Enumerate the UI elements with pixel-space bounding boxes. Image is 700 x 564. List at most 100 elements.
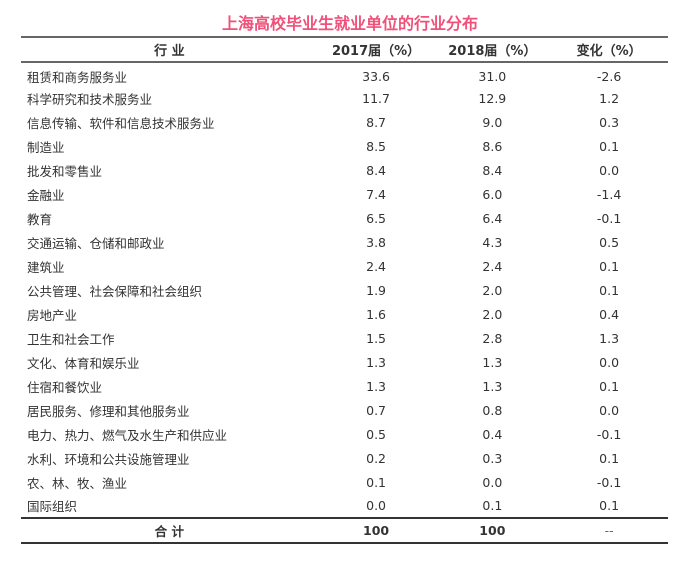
value-2017: 0.1 [366,474,387,490]
change-value: 0.0 [599,162,620,178]
table-row: 卫生和社会工作 1.5 2.8 1.3 [21,326,668,350]
total-2018: 100 [479,523,506,538]
industry-cell: 租赁和商务服务业 [27,69,128,85]
value-2018: 0.4 [482,426,503,442]
value-2018: 2.0 [482,306,503,322]
value-2018: 8.6 [482,138,503,154]
value-2018: 31.0 [478,68,507,84]
change-value: -1.4 [596,186,622,202]
change-value: 0.1 [599,138,620,154]
header-change: 变化（%） [576,44,642,59]
change-value: 0.0 [599,354,620,370]
table-title: 上海高校毕业生就业单位的行业分布 [221,14,478,33]
table-row: 电力、热力、燃气及水生产和供应业 0.5 0.4 -0.1 [21,422,668,446]
table-row: 公共管理、社会保障和社会组织 1.9 2.0 0.1 [21,278,668,302]
table-row: 文化、体育和娱乐业 1.3 1.3 0.0 [21,350,668,374]
change-value: 0.1 [599,258,620,274]
industry-distribution-table: 行 业 2017届（%） 2018届（%） 变化（%） 租赁和商务服务业 33.6… [21,36,668,544]
value-2018: 9.0 [482,114,503,130]
change-value: 0.1 [599,450,620,466]
value-2018: 2.8 [482,330,503,346]
industry-cell: 国际组织 [27,499,78,514]
industry-cell: 批发和零售业 [27,163,103,179]
value-2017: 0.5 [366,426,387,442]
total-label: 合 计 [154,524,185,539]
industry-cell: 科学研究和技术服务业 [27,91,153,107]
value-2017: 6.5 [366,210,387,226]
change-value: 0.1 [599,378,620,394]
value-2018: 1.3 [482,378,503,394]
table-row: 国际组织 0.0 0.1 0.1 [21,494,668,518]
industry-cell: 制造业 [27,139,65,155]
table-row: 房地产业 1.6 2.0 0.4 [21,302,668,326]
table-row: 教育 6.5 6.4 -0.1 [21,206,668,230]
table-row: 批发和零售业 8.4 8.4 0.0 [21,158,668,182]
change-value: 0.4 [599,306,620,322]
industry-cell: 卫生和社会工作 [27,331,115,347]
value-2017: 7.4 [366,186,387,202]
industry-cell: 房地产业 [27,307,78,323]
value-2017: 1.9 [366,282,387,298]
change-value: 0.1 [599,498,620,513]
industry-cell: 公共管理、社会保障和社会组织 [27,283,203,299]
value-2018: 1.3 [482,354,503,370]
total-2017: 100 [363,523,390,538]
value-2018: 12.9 [478,90,507,106]
header-row: 行 业 2017届（%） 2018届（%） 变化（%） [21,37,668,62]
value-2017: 1.6 [366,306,387,322]
change-value: 0.0 [599,402,620,418]
value-2018: 0.1 [482,498,503,513]
value-2018: 6.0 [482,186,503,202]
table-row: 住宿和餐饮业 1.3 1.3 0.1 [21,374,668,398]
industry-cell: 交通运输、仓储和邮政业 [27,235,165,251]
change-value: 0.5 [599,234,620,250]
table-row: 居民服务、修理和其他服务业 0.7 0.8 0.0 [21,398,668,422]
value-2018: 6.4 [482,210,503,226]
value-2018: 2.0 [482,282,503,298]
industry-cell: 住宿和餐饮业 [27,379,103,395]
industry-cell: 建筑业 [27,259,65,275]
total-change: -- [604,523,614,538]
value-2017: 8.7 [366,114,387,130]
header-industry: 行 业 [154,44,185,59]
table-row: 科学研究和技术服务业 11.7 12.9 1.2 [21,86,668,110]
industry-cell: 农、林、牧、渔业 [27,475,128,491]
table-row: 农、林、牧、渔业 0.1 0.0 -0.1 [21,470,668,494]
value-2017: 0.7 [366,402,387,418]
table-row: 交通运输、仓储和邮政业 3.8 4.3 0.5 [21,230,668,254]
value-2017: 8.4 [366,162,387,178]
value-2017: 3.8 [366,234,387,250]
value-2017: 11.7 [362,90,390,106]
table-row: 水利、环境和公共设施管理业 0.2 0.3 0.1 [21,446,668,470]
industry-cell: 居民服务、修理和其他服务业 [27,403,190,419]
total-row: 合 计 100 100 -- [21,518,668,543]
table-row: 金融业 7.4 6.0 -1.4 [21,182,668,206]
table-row: 制造业 8.5 8.6 0.1 [21,134,668,158]
table-row: 信息传输、软件和信息技术服务业 8.7 9.0 0.3 [21,110,668,134]
change-value: -2.6 [596,68,622,84]
change-value: -0.1 [596,210,622,226]
change-value: 1.2 [599,90,620,106]
table-row: 租赁和商务服务业 33.6 31.0 -2.6 [21,62,668,86]
value-2017: 2.4 [366,258,387,274]
value-2017: 0.0 [366,498,387,513]
change-value: 0.1 [599,282,620,298]
industry-cell: 金融业 [27,187,65,203]
industry-cell: 水利、环境和公共设施管理业 [27,451,190,467]
value-2018: 2.4 [482,258,503,274]
header-2017: 2017届（%） [331,44,421,59]
value-2018: 0.8 [482,402,503,418]
industry-cell: 信息传输、软件和信息技术服务业 [27,115,215,131]
value-2018: 0.0 [482,474,503,490]
value-2017: 1.5 [366,330,387,346]
header-2018: 2018届（%） [448,44,537,59]
value-2017: 1.3 [366,354,387,370]
value-2018: 8.4 [482,162,503,178]
industry-cell: 电力、热力、燃气及水生产和供应业 [27,427,228,443]
change-value: 0.3 [599,114,620,130]
value-2018: 4.3 [482,234,503,250]
value-2017: 0.2 [366,450,387,466]
value-2017: 1.3 [366,378,387,394]
change-value: 1.3 [599,330,620,346]
value-2018: 0.3 [482,450,503,466]
